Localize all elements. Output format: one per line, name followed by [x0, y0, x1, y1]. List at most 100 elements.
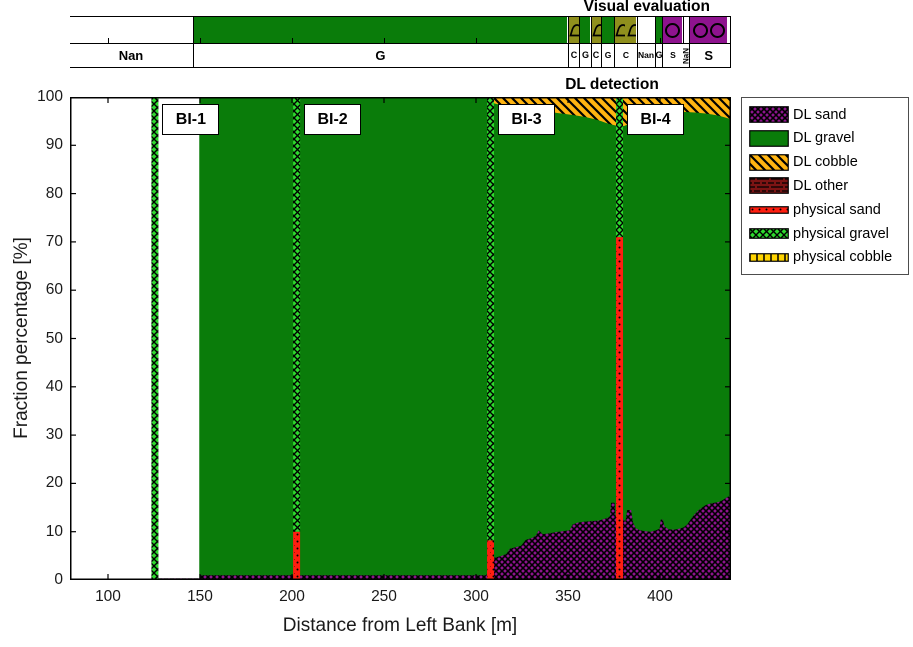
strip-color-row	[69, 16, 731, 44]
physical-gravel-bar-bi-2	[293, 97, 301, 532]
strip-segment-s-11	[689, 17, 727, 43]
legend-label: physical sand	[793, 201, 881, 218]
y-tick-label-90: 90	[45, 136, 63, 154]
strip-label-c-6: C	[614, 43, 637, 67]
legend-swatch-dl-gravel-icon	[749, 129, 789, 147]
strip-tick	[567, 38, 569, 43]
legend-item-dl-cobble: DL cobble	[749, 153, 902, 172]
strip-label-c-2: C	[567, 43, 580, 67]
y-tick-label-60: 60	[45, 281, 63, 299]
legend-item-dl-other: DL other	[749, 176, 902, 195]
x-tick-label-400: 400	[647, 588, 673, 605]
strip-label-nan-10: NaN	[682, 43, 690, 67]
strip-segment-g-3	[579, 17, 591, 43]
physical-sand-bar-bi-2	[293, 531, 301, 580]
cobble-arch-icon	[615, 24, 625, 37]
chart-canvas	[70, 96, 732, 581]
y-tick-label-100: 100	[37, 88, 63, 105]
y-tick-label-70: 70	[45, 232, 63, 250]
strip-label-nan-7: Nan	[636, 43, 655, 67]
strip-tick	[199, 38, 201, 43]
legend-item-phys-sand: physical sand	[749, 200, 902, 219]
physical-sand-bar-bi-4	[616, 237, 624, 580]
y-axis-label: Fraction percentage [%]	[11, 237, 32, 439]
strip-label-nan-0: Nan	[69, 43, 193, 67]
bi-label-bi-3: BI-3	[498, 104, 556, 135]
cobble-arch-icon	[627, 24, 637, 37]
strip-segment-g-5	[600, 17, 615, 43]
legend-label: DL cobble	[793, 154, 858, 171]
sand-circle-icon	[709, 22, 725, 38]
legend-swatch-dl-cobble-icon	[749, 153, 789, 171]
strip-label-c-4: C	[590, 43, 601, 67]
strip-tick	[107, 38, 109, 43]
y-tick-label-0: 0	[54, 571, 63, 588]
y-tick-label-80: 80	[45, 184, 63, 202]
dl-sand-area	[151, 496, 732, 580]
legend-item-dl-sand: DL sand	[749, 105, 902, 124]
legend-label: DL gravel	[793, 130, 855, 147]
y-tick-label-40: 40	[45, 377, 63, 395]
legend-swatch-phys-sand-icon	[749, 205, 789, 214]
x-axis-label: Distance from Left Bank [m]	[282, 615, 518, 636]
bi-label-bi-2: BI-2	[304, 104, 362, 135]
x-tick-label-200: 200	[279, 588, 305, 605]
legend-swatch-phys-gravel-icon	[749, 228, 789, 239]
strip-label-g-8: G	[654, 43, 663, 67]
x-tick-label-350: 350	[555, 588, 581, 605]
y-tick-label-30: 30	[45, 426, 63, 444]
legend-swatch-dl-sand-icon	[749, 106, 789, 123]
strip-segment-g-8	[654, 17, 663, 43]
strip-segment-c-4	[590, 17, 601, 43]
strip-label-row: Nan G C G C G C Nan G S NaN S	[69, 42, 731, 68]
physical-sand-bar-bi-3	[487, 540, 495, 580]
plot-title: DL detection	[565, 76, 659, 93]
legend-swatch-phys-cobble-icon	[749, 253, 789, 262]
legend-swatch-dl-other-icon	[749, 177, 789, 195]
sand-circle-icon	[692, 22, 708, 38]
cobble-arch-icon	[591, 24, 601, 37]
y-tick-label-20: 20	[45, 474, 63, 492]
x-tick-label-100: 100	[95, 588, 121, 605]
y-tick-label-50: 50	[45, 329, 63, 347]
legend-box: DL sand DL gravel DL cobble DL other physica…	[741, 97, 909, 275]
physical-gravel-bar-bi-1	[151, 97, 159, 580]
legend-label: DL other	[793, 177, 849, 194]
physical-gravel-bar-bi-3	[487, 97, 495, 541]
x-tick-label-300: 300	[463, 588, 489, 605]
strip-label-g-5: G	[600, 43, 615, 67]
legend-item-phys-cobble: physical cobble	[749, 248, 902, 267]
strip-segment-s-9	[662, 17, 683, 43]
strip-tick	[291, 38, 293, 43]
x-tick-label-250: 250	[371, 588, 397, 605]
strip-segment-c-2	[567, 17, 580, 43]
legend-label: DL sand	[793, 106, 847, 123]
strip-label-s-9: S	[662, 43, 683, 67]
strip-label-s-11: S	[689, 43, 727, 67]
strip-title: Visual evaluation	[583, 0, 710, 15]
strip-label-g-3: G	[579, 43, 591, 67]
sand-circle-icon	[665, 22, 681, 38]
strip-segment-g-1	[192, 17, 568, 43]
strip-label-g-1: G	[192, 43, 568, 67]
bi-label-bi-1: BI-1	[162, 104, 220, 135]
x-tick-label-150: 150	[187, 588, 213, 605]
y-tick-label-10: 10	[45, 522, 63, 540]
plot-area: BI-1 BI-2 BI-3 BI-4	[70, 96, 732, 581]
legend-label: physical cobble	[793, 249, 893, 266]
strip-segment-nan-7	[636, 17, 655, 43]
strip-tick	[475, 38, 477, 43]
cobble-arch-icon	[568, 24, 580, 37]
physical-gravel-bar-bi-4	[616, 97, 624, 238]
strip-tick	[383, 38, 385, 43]
strip-segment-c-6	[614, 17, 637, 43]
dl-gravel-area	[199, 97, 732, 580]
legend-item-phys-gravel: physical gravel	[749, 224, 902, 243]
strip-segment-nan-10	[682, 17, 690, 43]
bi-label-bi-4: BI-4	[627, 104, 685, 135]
strip-tick	[659, 38, 661, 43]
legend-item-dl-gravel: DL gravel	[749, 129, 902, 148]
legend-label: physical gravel	[793, 225, 889, 242]
strip-segment-nan-0	[69, 17, 193, 43]
